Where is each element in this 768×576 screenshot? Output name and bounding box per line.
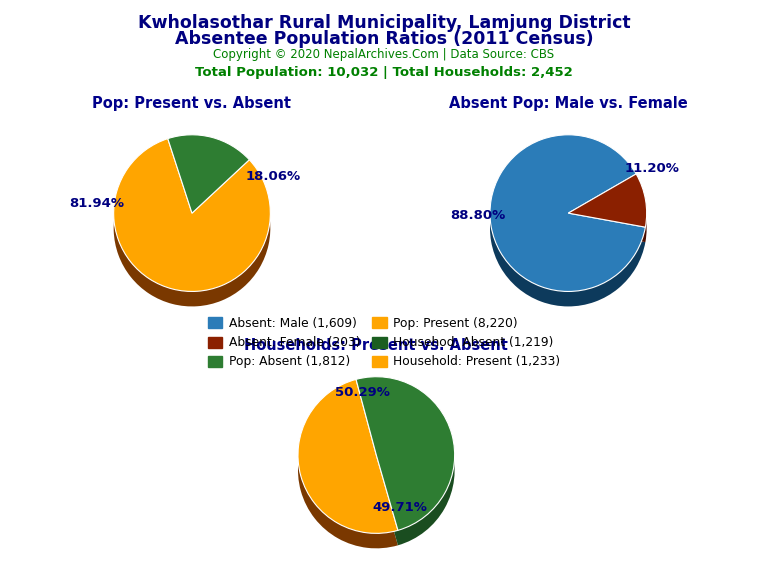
Wedge shape <box>356 377 455 530</box>
Wedge shape <box>167 135 250 213</box>
Text: Absentee Population Ratios (2011 Census): Absentee Population Ratios (2011 Census) <box>174 30 594 48</box>
Wedge shape <box>298 395 398 548</box>
Wedge shape <box>568 189 647 242</box>
Text: Total Population: 10,032 | Total Households: 2,452: Total Population: 10,032 | Total Househo… <box>195 66 573 79</box>
Wedge shape <box>167 150 250 228</box>
Text: 88.80%: 88.80% <box>451 210 506 222</box>
Title: Households: Present vs. Absent: Households: Present vs. Absent <box>244 338 508 353</box>
Text: 11.20%: 11.20% <box>624 162 680 175</box>
Title: Absent Pop: Male vs. Female: Absent Pop: Male vs. Female <box>449 96 687 111</box>
Title: Pop: Present vs. Absent: Pop: Present vs. Absent <box>92 96 292 111</box>
Text: 81.94%: 81.94% <box>69 197 124 210</box>
Text: 18.06%: 18.06% <box>245 170 300 183</box>
Text: Kwholasothar Rural Municipality, Lamjung District: Kwholasothar Rural Municipality, Lamjung… <box>137 14 631 32</box>
Wedge shape <box>356 392 455 545</box>
Wedge shape <box>490 135 645 291</box>
Text: 50.29%: 50.29% <box>335 386 389 399</box>
Wedge shape <box>490 150 645 306</box>
Text: 49.71%: 49.71% <box>372 502 427 514</box>
Wedge shape <box>568 174 647 227</box>
Text: Copyright © 2020 NepalArchives.Com | Data Source: CBS: Copyright © 2020 NepalArchives.Com | Dat… <box>214 48 554 62</box>
Wedge shape <box>114 154 270 306</box>
Legend: Absent: Male (1,609), Absent: Female (203), Pop: Absent (1,812), Pop: Present (8: Absent: Male (1,609), Absent: Female (20… <box>203 312 565 373</box>
Wedge shape <box>114 139 270 291</box>
Wedge shape <box>298 380 398 533</box>
